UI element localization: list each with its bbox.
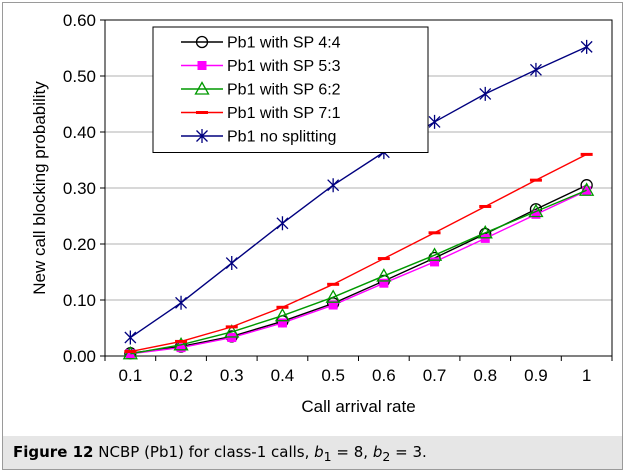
line-chart: 0.00 0.10 0.20 0.30 0.40 0.50 0.60 0.1 0.2 0.3 0.4… — [30, 11, 613, 416]
data-point — [579, 182, 595, 196]
figure-caption: Figure 12 NCBP (Pb1) for class-1 calls, … — [2, 436, 623, 470]
x-tick-label: 0.1 — [119, 366, 143, 385]
data-point — [277, 318, 287, 328]
legend-box — [152, 26, 429, 153]
caption-b1-symbol: b — [314, 443, 324, 461]
legend-label: Pb1 with SP 5:3 — [227, 58, 341, 75]
data-point — [176, 343, 186, 353]
series-1 — [124, 179, 593, 360]
data-point — [426, 247, 443, 261]
caption-b2-value: = 3. — [395, 443, 427, 461]
y-tick-label: 0.50 — [63, 67, 96, 86]
y-tick-label: 0.30 — [63, 179, 96, 198]
data-point — [124, 330, 137, 345]
x-tick-label: 0.3 — [220, 366, 244, 385]
series-line — [129, 46, 587, 339]
x-tick-label: 0.6 — [372, 366, 396, 385]
x-axis-label: Call arrival rate — [301, 397, 415, 416]
y-axis-label: New call blocking probability — [30, 81, 49, 295]
x-tick-label: 0.9 — [524, 366, 548, 385]
series-3 — [122, 182, 595, 360]
axes: 0.00 0.10 0.20 0.30 0.40 0.50 0.60 0.1 0.2 0.3 0.4… — [63, 11, 613, 385]
legend-label: Pb1 no splitting — [227, 129, 336, 146]
legend-label: Pb1 with SP 6:2 — [227, 82, 341, 99]
data-point — [276, 216, 289, 231]
series-line — [130, 153, 587, 353]
x-tick-label: 1 — [582, 366, 591, 385]
x-tick-label: 0.7 — [423, 366, 447, 385]
legend-entry: Pb1 with SP 4:4 — [181, 35, 341, 52]
data-point — [173, 336, 189, 351]
data-point — [224, 324, 240, 338]
y-tick-label: 0.00 — [63, 347, 96, 366]
y-tick-label: 0.20 — [63, 235, 96, 254]
data-point — [376, 268, 392, 282]
data-point — [328, 300, 338, 310]
legend-entry: Pb1 with SP 5:3 — [181, 58, 341, 75]
figure-label: Figure 12 — [13, 443, 94, 461]
legend-swatch-marker — [196, 129, 208, 143]
data-point — [430, 257, 440, 267]
data-point — [580, 39, 593, 54]
series-5 — [124, 39, 593, 345]
series-line — [130, 189, 587, 355]
caption-b1-subscript: 1 — [323, 449, 332, 464]
legend-entry: Pb1 no splitting — [181, 129, 336, 146]
data-point — [479, 86, 492, 101]
caption-b2-subscript: 2 — [382, 449, 391, 464]
legend-swatch-marker — [194, 81, 210, 95]
caption-b1-value: = 8, — [336, 443, 369, 461]
x-tick-label: 0.5 — [321, 366, 345, 385]
series-line — [130, 190, 587, 355]
series-4 — [124, 152, 593, 354]
legend-label: Pb1 with SP 7:1 — [227, 105, 341, 122]
legend-entry: Pb1 with SP 7:1 — [181, 105, 341, 122]
data-point — [529, 62, 542, 77]
series-line — [130, 184, 587, 354]
data-point — [175, 295, 188, 310]
x-tick-label: 0.2 — [169, 366, 193, 385]
data-point — [327, 178, 340, 193]
data-point — [225, 256, 238, 271]
caption-text: NCBP (Pb1) for class-1 calls, — [98, 443, 310, 461]
y-tick-label: 0.40 — [63, 123, 96, 142]
series-layer — [122, 39, 595, 360]
data-point — [274, 307, 291, 322]
legend-entry: Pb1 with SP 6:2 — [181, 81, 341, 99]
legend: Pb1 with SP 4:4 Pb1 with SP 5:3 Pb1 with S… — [152, 26, 429, 153]
y-tick-label: 0.60 — [63, 11, 96, 30]
y-tick-label: 0.10 — [63, 291, 96, 310]
caption-b2-symbol: b — [372, 443, 383, 461]
legend-swatch-marker — [195, 35, 209, 49]
series-2 — [125, 186, 592, 359]
data-point — [379, 278, 389, 288]
data-point — [528, 203, 544, 218]
data-point — [477, 224, 493, 239]
x-tick-label: 0.8 — [473, 366, 497, 385]
data-point — [428, 114, 441, 129]
x-tick-label: 0.4 — [271, 366, 295, 385]
data-point — [531, 209, 541, 219]
data-point — [325, 289, 341, 303]
legend-swatch-marker — [197, 61, 207, 70]
legend-label: Pb1 with SP 4:4 — [227, 35, 341, 52]
